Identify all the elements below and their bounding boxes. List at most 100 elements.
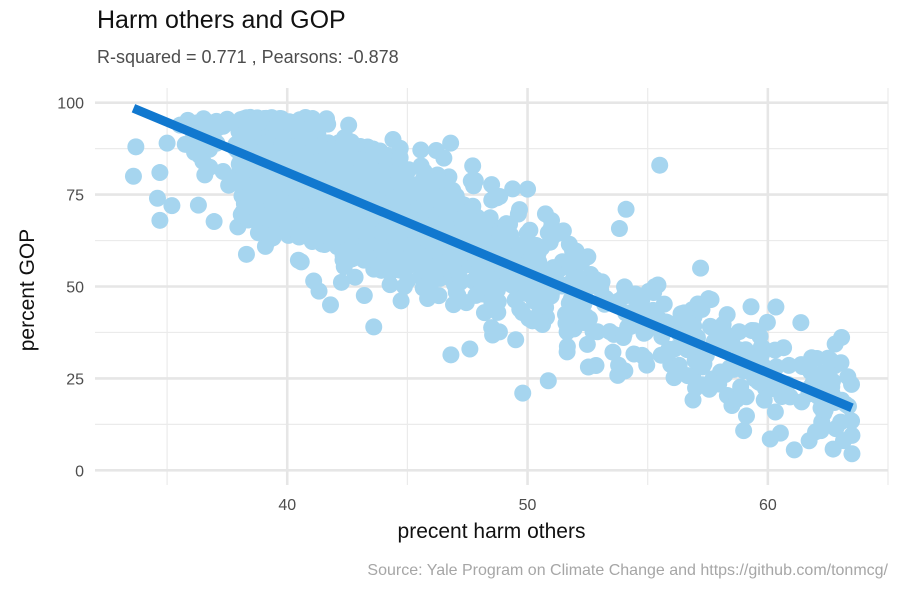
data-point bbox=[679, 367, 697, 385]
data-point bbox=[575, 314, 593, 332]
data-point bbox=[484, 326, 502, 344]
data-point bbox=[355, 287, 373, 305]
data-point bbox=[432, 254, 450, 272]
data-point bbox=[378, 261, 396, 279]
data-point bbox=[478, 258, 496, 276]
data-point bbox=[252, 110, 270, 128]
data-point bbox=[684, 391, 702, 409]
data-point bbox=[675, 304, 693, 322]
y-tick-label: 50 bbox=[66, 280, 84, 297]
data-point bbox=[832, 413, 850, 431]
data-point bbox=[384, 130, 402, 148]
data-point bbox=[816, 401, 834, 419]
data-point bbox=[331, 219, 349, 237]
data-point bbox=[442, 346, 460, 364]
data-point bbox=[346, 268, 364, 286]
data-point bbox=[451, 270, 469, 288]
data-point bbox=[127, 138, 145, 156]
data-point bbox=[257, 134, 275, 152]
data-point bbox=[323, 234, 341, 252]
data-point bbox=[404, 179, 422, 197]
data-point bbox=[636, 350, 654, 368]
data-point bbox=[578, 335, 596, 353]
fit-line-layer bbox=[131, 104, 854, 412]
data-point bbox=[604, 343, 622, 361]
data-point bbox=[151, 164, 169, 182]
data-point bbox=[342, 133, 360, 151]
data-point bbox=[539, 372, 557, 390]
data-point bbox=[344, 173, 362, 191]
data-point bbox=[238, 117, 256, 135]
data-point bbox=[220, 176, 238, 194]
data-point bbox=[332, 273, 350, 291]
data-point bbox=[473, 228, 491, 246]
data-point bbox=[489, 293, 507, 311]
data-point bbox=[719, 332, 737, 350]
data-point bbox=[802, 363, 820, 381]
data-point bbox=[365, 318, 383, 336]
data-point bbox=[444, 182, 462, 200]
data-point bbox=[373, 169, 391, 187]
data-point bbox=[192, 116, 210, 134]
data-point bbox=[536, 205, 554, 223]
data-point bbox=[486, 187, 504, 205]
y-tick-label: 0 bbox=[75, 463, 84, 480]
data-point bbox=[758, 313, 776, 331]
data-point bbox=[292, 253, 310, 271]
data-point bbox=[391, 149, 409, 167]
x-tick-label: 60 bbox=[759, 497, 777, 514]
data-point bbox=[414, 279, 432, 297]
data-point bbox=[194, 152, 212, 170]
data-point bbox=[304, 111, 322, 129]
data-point bbox=[751, 374, 769, 392]
data-point bbox=[445, 296, 463, 314]
data-point bbox=[274, 210, 292, 228]
data-point bbox=[751, 327, 769, 345]
axis-ticks: 40 50 60 0 25 50 75 100 bbox=[57, 96, 777, 514]
data-point bbox=[519, 180, 537, 198]
data-point bbox=[196, 166, 214, 184]
data-point bbox=[824, 440, 842, 458]
y-tick-label: 100 bbox=[57, 96, 84, 113]
data-point bbox=[617, 200, 635, 218]
data-point bbox=[610, 220, 628, 238]
data-point bbox=[533, 239, 551, 257]
data-point bbox=[464, 157, 482, 175]
data-point bbox=[315, 217, 333, 235]
data-point bbox=[514, 384, 532, 402]
data-point bbox=[572, 253, 590, 271]
data-point bbox=[357, 163, 375, 181]
data-point bbox=[737, 388, 755, 406]
data-point bbox=[570, 268, 588, 286]
data-point bbox=[521, 221, 539, 239]
data-point bbox=[558, 338, 576, 356]
data-point bbox=[465, 212, 483, 230]
data-point bbox=[609, 366, 627, 384]
data-point bbox=[761, 430, 779, 448]
y-axis-label: percent GOP bbox=[16, 228, 39, 352]
data-point bbox=[285, 200, 303, 218]
y-tick-label: 25 bbox=[66, 371, 84, 388]
x-axis-label: precent harm others bbox=[397, 520, 586, 543]
data-point bbox=[377, 150, 395, 168]
data-point bbox=[358, 217, 376, 235]
data-point bbox=[321, 296, 339, 314]
data-point bbox=[665, 369, 683, 387]
data-point bbox=[735, 422, 753, 440]
data-point bbox=[387, 234, 405, 252]
data-point bbox=[189, 196, 207, 214]
data-point bbox=[800, 432, 818, 450]
data-point bbox=[232, 206, 250, 224]
data-point bbox=[298, 190, 316, 208]
data-point bbox=[766, 403, 784, 421]
data-point bbox=[716, 366, 734, 384]
data-point bbox=[319, 115, 337, 133]
data-point bbox=[427, 141, 445, 159]
data-point bbox=[507, 331, 525, 349]
data-point bbox=[218, 110, 236, 128]
data-point bbox=[633, 291, 651, 309]
data-point bbox=[461, 340, 479, 358]
data-point bbox=[381, 276, 399, 294]
data-point bbox=[391, 163, 409, 181]
